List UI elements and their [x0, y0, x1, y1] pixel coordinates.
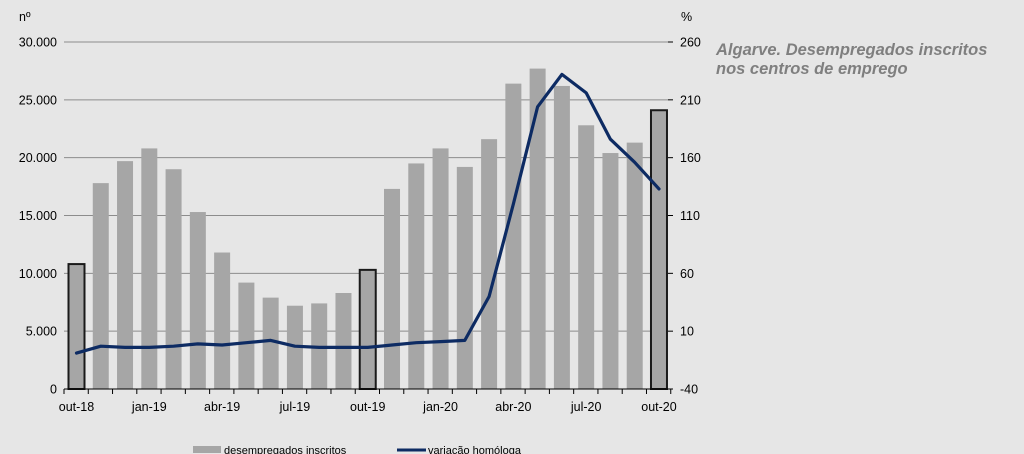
bar [553, 85, 570, 389]
legend-label-line: variação homóloga [428, 445, 522, 454]
bar [189, 212, 206, 389]
x-tick-label: out-19 [350, 400, 385, 414]
x-tick-label: jul-19 [279, 400, 311, 414]
legend-label-bars: desempregados inscritos [224, 445, 347, 454]
bar [578, 125, 595, 389]
bar-series [67, 68, 668, 391]
y-right-unit-label: % [681, 10, 692, 24]
bar [165, 169, 182, 389]
y-left-tick-label: 15.000 [19, 209, 57, 223]
bar [335, 292, 352, 389]
bar [432, 148, 449, 389]
bar [408, 163, 425, 389]
bar-highlighted [67, 263, 86, 390]
bar [602, 153, 619, 389]
x-tick-label: out-20 [641, 400, 676, 414]
x-tick-label: jul-20 [570, 400, 602, 414]
bar [626, 142, 643, 389]
y-left-tick-label: 0 [50, 383, 57, 397]
line-series [74, 72, 661, 355]
bar [505, 83, 522, 389]
bar [238, 282, 255, 389]
y-left-tick-label: 30.000 [19, 36, 57, 50]
y-right-tick-label: 260 [680, 36, 701, 50]
bar [214, 252, 231, 389]
x-tick-label: jan-19 [131, 400, 167, 414]
bar-highlighted [358, 268, 377, 391]
line-variacao-homologa [74, 72, 661, 355]
y-left-tick-label: 5.000 [26, 325, 57, 339]
y-right-tick-label: 210 [680, 93, 701, 107]
x-tick-label: jan-20 [422, 400, 458, 414]
y-left-unit-label: nº [19, 10, 31, 24]
y-right-tick-label: 10 [680, 325, 694, 339]
y-right-tick-label: 110 [680, 209, 700, 223]
bar [92, 183, 109, 389]
y-right-tick-label: 60 [680, 267, 694, 281]
bar [117, 161, 134, 389]
x-tick-label: out-18 [59, 400, 94, 414]
y-left-tick-label: 20.000 [19, 151, 57, 165]
bar [141, 148, 158, 389]
bar [384, 188, 401, 389]
y-left-tick-label: 25.000 [19, 93, 57, 107]
y-right-tick-label: 160 [680, 151, 701, 165]
chart-title: Algarve. Desempregados inscritos nos cen… [716, 41, 988, 78]
legend: desempregados inscritos variação homólog… [193, 445, 522, 454]
legend-swatch-bars [193, 446, 221, 453]
bar [456, 166, 473, 389]
y-right-tick-label: -40 [680, 383, 698, 397]
bar-highlighted [649, 109, 668, 390]
y-left-tick-label: 10.000 [19, 267, 57, 281]
x-tick-label: abr-19 [204, 400, 240, 414]
axes: nº % 0 -40 5.000 10 10.000 60 15.000 110 20.000 1… [19, 10, 701, 414]
x-tick-label: abr-20 [495, 400, 531, 414]
bar [481, 139, 498, 389]
bar [262, 297, 279, 389]
bar [529, 68, 546, 389]
